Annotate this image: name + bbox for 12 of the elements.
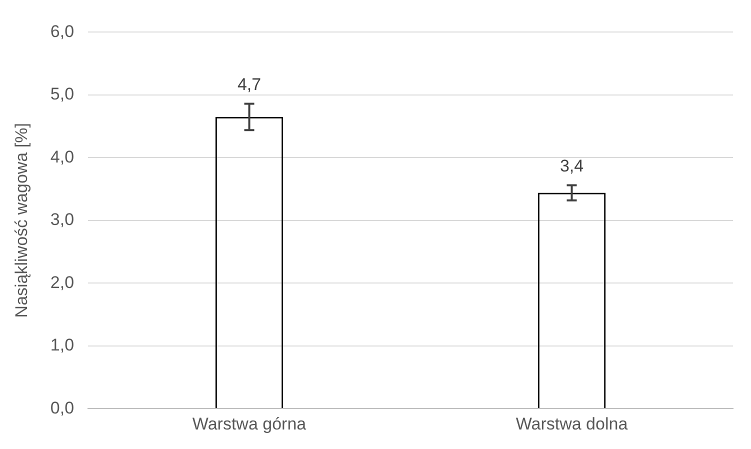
y-tick-label: 5,0: [50, 84, 74, 104]
data-label: 3,4: [560, 156, 584, 176]
y-tick-label: 2,0: [50, 272, 74, 292]
y-tick-label: 3,0: [50, 210, 74, 230]
y-tick-label: 4,0: [50, 147, 74, 166]
y-tick-label: 0,0: [50, 398, 74, 418]
data-label: 4,7: [237, 74, 262, 94]
x-tick-label: Warstwa górna: [192, 414, 307, 434]
y-axis-title: Nasiąkliwość wagowa [%]: [12, 123, 31, 318]
x-tick-label: Warstwa dolna: [516, 414, 628, 434]
y-tick-label: 1,0: [50, 336, 74, 355]
y-tick-label: 6,0: [50, 22, 74, 41]
